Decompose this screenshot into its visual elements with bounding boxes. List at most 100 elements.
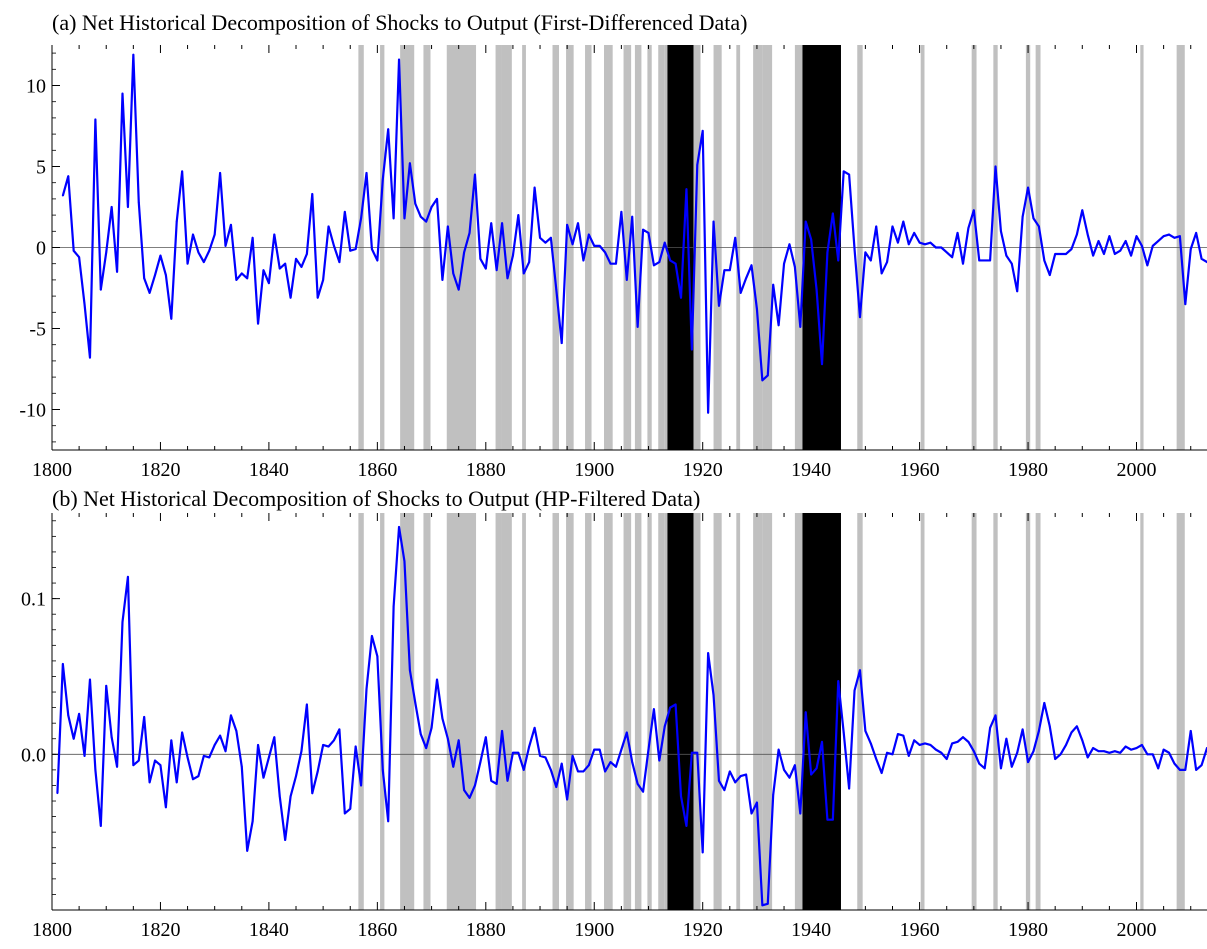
data-point [414,702,417,704]
data-point [859,669,861,672]
data-point [83,754,86,757]
data-point [474,173,476,176]
data-point [213,233,216,236]
data-point [262,776,265,779]
data-point [821,363,823,366]
data-point [1075,233,1078,236]
data-point [696,751,699,754]
data-point [940,246,943,249]
data-point [1178,768,1181,771]
data-point [1151,244,1154,247]
data-point [842,170,845,173]
data-point [1075,725,1078,728]
data-point [186,262,189,265]
data-point [495,269,498,272]
gray-shaded-band [1025,513,1031,910]
x-tick-label: 1900 [574,919,614,941]
data-point [734,236,737,239]
data-point [555,288,558,291]
data-point [360,784,362,787]
data-point [300,266,303,268]
data-point [181,170,184,173]
data-point [441,279,444,281]
data-point [105,684,108,687]
data-point [962,262,964,265]
data-point [533,186,536,189]
data-point [972,750,975,753]
gray-shaded-band [604,513,613,910]
data-point [653,264,655,267]
data-point [295,257,297,260]
x-tick-label: 2000 [1117,919,1157,941]
data-point [99,288,102,291]
data-point [137,201,140,204]
data-point [408,162,411,165]
data-point [690,751,693,754]
gray-shaded-band [971,513,977,910]
data-point [766,374,769,377]
data-point [1005,254,1008,257]
data-point [962,736,964,739]
data-point [587,764,590,767]
data-point [343,812,346,815]
data-point [848,173,851,176]
black-shaded-band [802,513,841,910]
data-point [1195,768,1198,771]
data-point [61,663,64,665]
data-point [1113,253,1116,255]
data-point [685,825,688,827]
y-tick-label: 5 [36,157,46,179]
data-point [1162,748,1165,751]
data-point [1027,761,1029,763]
data-point [766,902,769,905]
data-point [143,277,146,280]
data-point [127,575,129,578]
data-point [1189,248,1192,251]
data-point [262,269,265,272]
panel-b-series-line [56,525,1207,907]
data-point [1184,303,1187,306]
data-point [528,745,531,748]
gray-shaded-band [794,513,803,910]
data-point [327,225,330,228]
data-point [1010,262,1013,265]
data-point [1135,747,1138,749]
data-point [322,744,325,746]
data-point [566,798,569,801]
data-point [1081,209,1084,212]
data-point [544,756,547,759]
data-point [512,751,514,754]
data-point [647,748,650,751]
data-point [804,220,807,223]
x-tick-label: 1980 [1008,919,1048,941]
data-point [484,267,487,270]
y-tick-label: 0.0 [21,744,46,766]
data-point [419,733,422,735]
data-point [701,129,704,132]
data-point [300,750,303,753]
data-point [452,765,455,768]
y-tick-label: 0 [36,238,46,260]
panel-b-net-decomposition-hp-filtered: (b) Net Historical Decomposition of Shoc… [21,486,1207,941]
data-point [837,680,840,683]
x-tick-label: 1840 [249,919,289,941]
data-point [1178,235,1181,238]
data-point [631,761,634,763]
data-point [929,241,932,244]
panel-a-series-line [61,53,1207,414]
data-point [902,220,905,223]
data-point [718,779,720,782]
data-point [246,849,249,852]
data-point [886,261,888,263]
data-point [224,750,227,753]
data-point [202,261,205,263]
data-point [826,251,829,254]
data-point [907,754,910,757]
data-point [61,194,64,197]
data-point [756,308,758,310]
data-point [197,251,200,254]
data-point [707,411,710,414]
data-point [620,210,623,213]
x-tick-label: 1960 [900,919,940,941]
data-point [615,262,617,265]
